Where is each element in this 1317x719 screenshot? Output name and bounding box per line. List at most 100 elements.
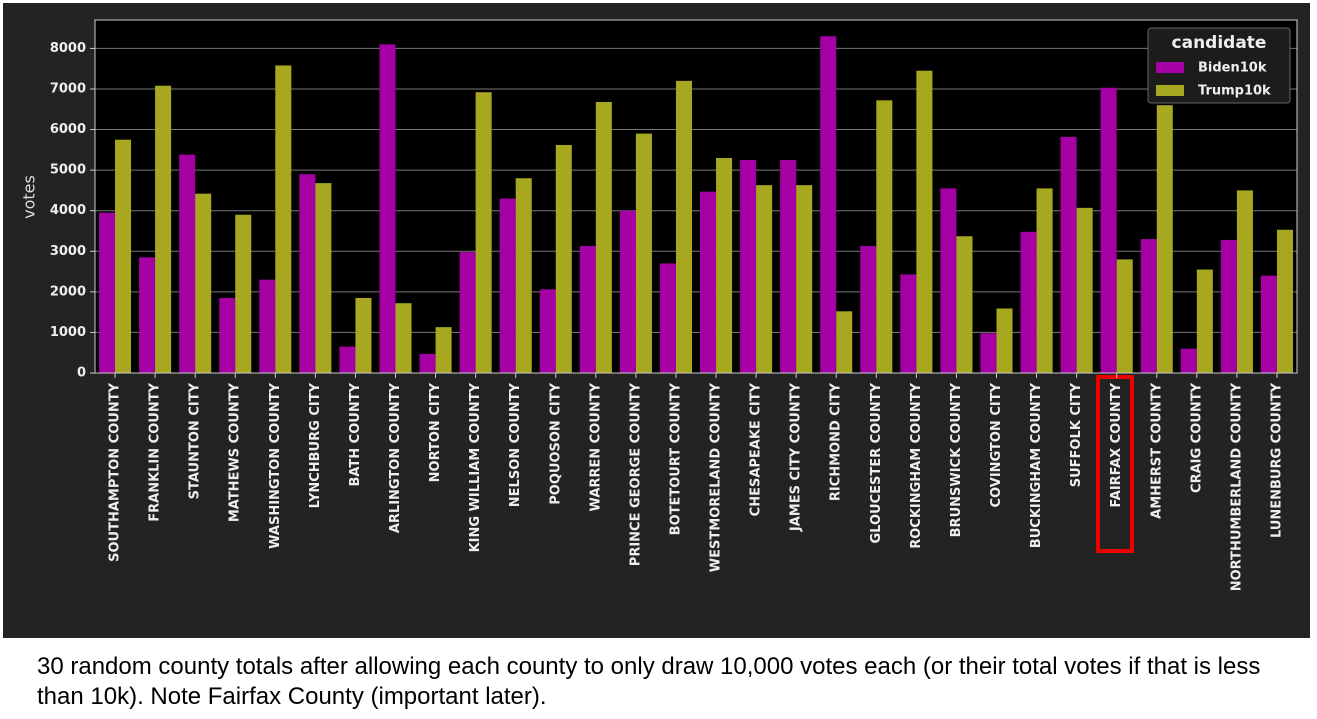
bar — [275, 65, 292, 374]
plot-background — [95, 20, 1297, 373]
x-tick-label: WASHINGTON COUNTY — [268, 382, 283, 548]
bar — [1140, 239, 1157, 373]
caption: 30 random county totals after allowing e… — [37, 653, 1261, 710]
bar — [1100, 87, 1117, 374]
x-tick-label: FRANKLIN COUNTY — [148, 382, 163, 521]
bar — [155, 85, 172, 374]
x-tick-label: BOTETOURT COUNTY — [668, 382, 683, 535]
bar — [796, 185, 813, 373]
x-tick-label: RICHMOND CITY — [829, 382, 844, 501]
y-axis-label: votes — [20, 175, 39, 219]
bar — [1036, 188, 1053, 373]
legend: candidate Biden10k Trump10k — [1147, 27, 1291, 104]
bar — [395, 303, 412, 373]
bar — [635, 133, 652, 373]
bar — [579, 246, 596, 373]
plot-frame — [94, 19, 1298, 374]
bar — [940, 188, 957, 373]
bar — [900, 274, 917, 373]
x-tick-label: NELSON COUNTY — [508, 382, 523, 507]
x-tick-label: FAIRFAX COUNTY — [1109, 382, 1124, 507]
bar — [980, 333, 997, 373]
y-tick-label: 2000 — [50, 284, 86, 299]
x-tick-label: NORTON CITY — [428, 382, 443, 482]
bar — [435, 327, 452, 373]
x-tick-label: BATH COUNTY — [348, 382, 363, 486]
grid — [95, 47, 1297, 374]
bar — [459, 252, 476, 373]
bar — [1260, 275, 1277, 373]
bar — [539, 289, 556, 373]
x-tick-label: CHESAPEAKE CITY — [749, 382, 764, 516]
legend-swatch — [1156, 85, 1184, 96]
bar — [876, 100, 893, 374]
bar — [1220, 239, 1237, 373]
x-tick-label: CRAIG COUNTY — [1189, 382, 1204, 493]
bar — [619, 210, 636, 373]
chart: votes candidate Biden10k Trump10k 0 1000 20… — [3, 3, 1310, 638]
legend-box — [1147, 27, 1291, 104]
bar — [315, 183, 332, 373]
bar — [115, 139, 132, 373]
y-tick-label: 3000 — [50, 244, 86, 259]
y-tick-label: 6000 — [50, 122, 86, 137]
bar — [1276, 229, 1293, 373]
bar — [756, 185, 773, 373]
x-tick-label: LYNCHBURG CITY — [308, 382, 323, 508]
x-tick-label: KING WILLIAM COUNTY — [468, 382, 483, 552]
x-tick-label: NORTHUMBERLAND COUNTY — [1229, 382, 1244, 591]
bar — [1236, 190, 1253, 373]
bar — [860, 246, 877, 373]
x-tick-label: STAUNTON CITY — [188, 382, 203, 499]
bar — [1020, 231, 1037, 373]
bar — [820, 36, 837, 373]
x-tick-label: COVINGTON CITY — [989, 382, 1004, 507]
legend-label: Trump10k — [1198, 84, 1271, 99]
bar — [555, 144, 572, 373]
x-tick-label: BRUNSWICK COUNTY — [949, 382, 964, 537]
bar — [595, 101, 612, 373]
bar — [515, 178, 532, 373]
x-tick-label: PRINCE GEORGE COUNTY — [628, 382, 643, 566]
highlight-box — [1096, 375, 1134, 553]
bar — [1196, 269, 1213, 373]
x-tick-label: JAMES CITY COUNTY — [789, 382, 804, 532]
bar — [499, 198, 516, 373]
bar — [419, 353, 436, 373]
x-tick-label: ARLINGTON COUNTY — [388, 382, 403, 533]
x-tick-label: SUFFOLK CITY — [1069, 382, 1084, 487]
x-tick-label: AMHERST COUNTY — [1149, 382, 1164, 518]
x-tick-label: WESTMORELAND COUNTY — [709, 382, 724, 572]
bar — [1116, 259, 1133, 373]
bar — [780, 159, 797, 373]
bar — [996, 308, 1013, 373]
legend-label: Biden10k — [1198, 61, 1267, 76]
bar — [956, 236, 973, 373]
x-tick-label: SOUTHAMPTON COUNTY — [108, 382, 123, 561]
bar — [1076, 207, 1093, 373]
x-tick-label: BUCKINGHAM COUNTY — [1029, 382, 1044, 548]
bar — [179, 154, 196, 373]
bar — [379, 44, 396, 374]
x-tick-label: LUNENBURG COUNTY — [1269, 382, 1284, 538]
x-tick-label: MATHEWS COUNTY — [228, 382, 243, 522]
bar — [259, 279, 276, 373]
bar — [916, 70, 933, 374]
bar — [99, 212, 116, 373]
bar — [299, 174, 316, 373]
bar — [740, 159, 757, 373]
bar — [659, 263, 676, 373]
bar — [195, 193, 212, 373]
y-tick-label: 0 — [77, 366, 86, 381]
legend-swatch — [1156, 62, 1184, 73]
y-tick-label: 4000 — [50, 203, 86, 218]
legend-title: candidate — [1172, 33, 1267, 53]
y-tick-label: 1000 — [50, 325, 86, 340]
bar — [475, 92, 492, 373]
bar — [836, 311, 853, 373]
bar — [675, 80, 692, 374]
bar — [1060, 136, 1077, 373]
x-tick-label: ROCKINGHAM COUNTY — [909, 382, 924, 548]
bar — [1156, 105, 1173, 373]
